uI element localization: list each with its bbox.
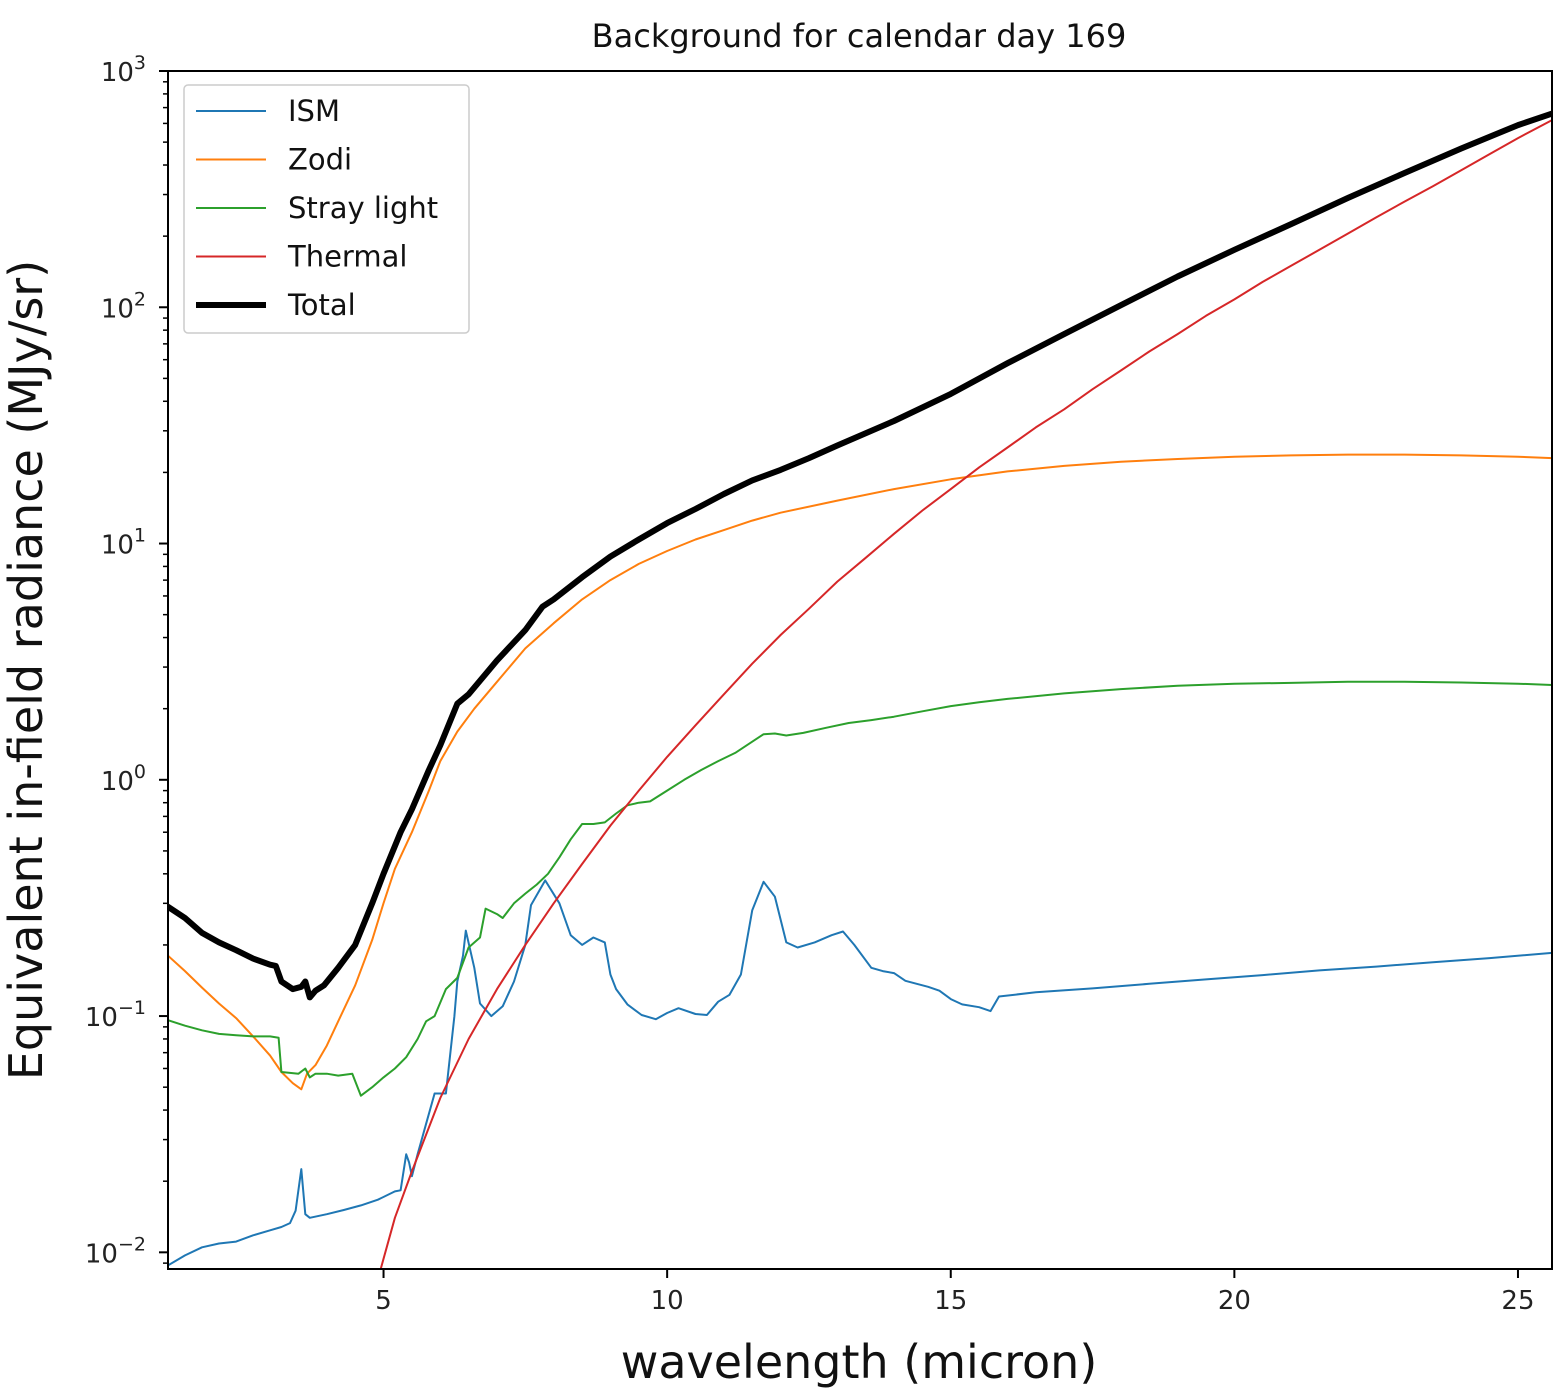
- y-tick-label: 100: [101, 761, 146, 797]
- x-tick-label: 10: [651, 1286, 684, 1316]
- y-tick-label: 102: [101, 288, 146, 324]
- x-axis-label: wavelength (micron): [621, 1335, 1098, 1389]
- x-tick-label: 5: [375, 1286, 392, 1316]
- y-tick-label: 101: [101, 525, 146, 561]
- legend-label: Stray light: [288, 191, 438, 225]
- y-axis: 10−2 10−1 100 101 102 103: [85, 52, 168, 1269]
- series-line-ism: [168, 879, 1552, 1267]
- x-tick-label: 15: [934, 1286, 967, 1316]
- chart-title: Background for calendar day 169: [592, 17, 1127, 55]
- legend-box: [183, 84, 470, 334]
- series-line-total: [168, 110, 1552, 1001]
- x-axis: 5 10 15 20 25: [375, 1269, 1535, 1316]
- series-line-zodi: [168, 453, 1552, 1091]
- legend-label: Total: [287, 288, 356, 322]
- series-line-thermal: [379, 119, 1552, 1269]
- plot-frame: [167, 70, 1553, 1270]
- y-tick-label: 10−1: [85, 997, 146, 1033]
- y-axis-label: Equivalent in-field radiance (MJy/sr): [0, 260, 53, 1080]
- series-layer: [168, 110, 1552, 1269]
- y-tick-label: 103: [101, 52, 146, 88]
- legend-label: Zodi: [288, 143, 352, 177]
- legend-label: Thermal: [287, 240, 407, 274]
- legend-label: ISM: [288, 94, 340, 128]
- series-line-stray-light: [168, 680, 1552, 1097]
- legend: ISM Zodi Stray light Thermal Total: [183, 84, 470, 334]
- x-tick-label: 20: [1218, 1286, 1251, 1316]
- y-tick-label: 10−2: [85, 1233, 146, 1269]
- x-tick-label: 25: [1501, 1286, 1534, 1316]
